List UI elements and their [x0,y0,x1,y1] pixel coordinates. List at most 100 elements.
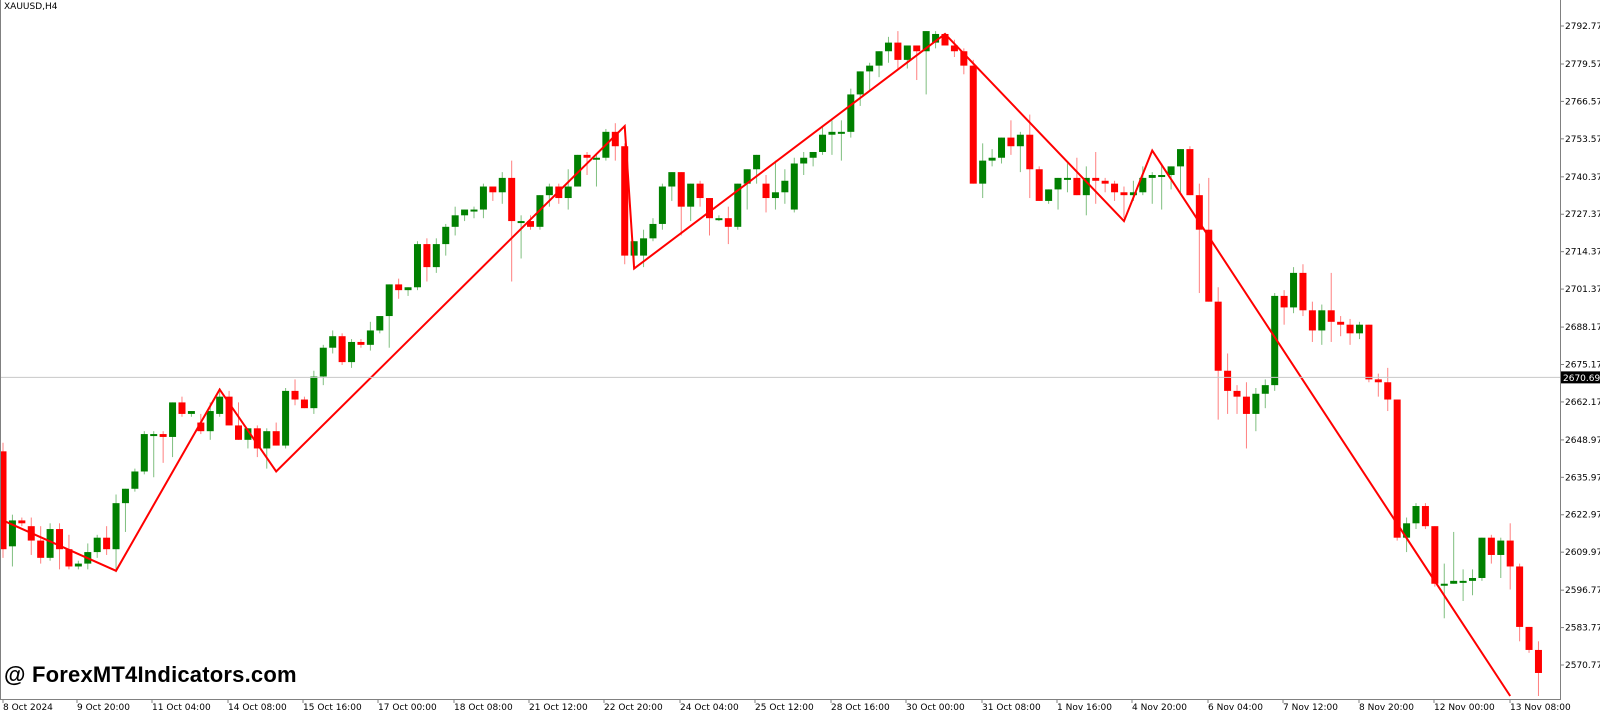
candle [828,120,836,155]
price-tick-label: 2622.970 [1565,511,1600,521]
price-tick-label: 2714.370 [1565,248,1600,258]
price-tick-label: 2766.570 [1565,97,1600,107]
candle [847,88,855,138]
candle [357,339,365,348]
price-tick-label: 2675.170 [1565,360,1600,370]
candle [517,215,525,259]
time-tick-label: 17 Oct 00:00 [378,703,437,713]
time-tick-label: 14 Oct 08:00 [228,703,287,713]
candle [291,379,299,406]
candle [1186,146,1194,196]
candle [150,431,158,478]
time-tick-label: 31 Oct 08:00 [982,703,1041,713]
candle [658,183,666,230]
price-tick-label: 2648.970 [1565,436,1600,446]
candle [884,36,892,63]
candle [1393,399,1401,541]
candle [1403,517,1411,553]
candle [1318,304,1326,345]
candle [1148,172,1156,204]
candle [0,442,7,558]
time-tick-label: 12 Nov 00:00 [1434,703,1495,713]
watermark: @ ForexMT4Indicators.com [4,662,297,687]
price-tick-label: 2740.370 [1565,173,1600,183]
candle [282,388,290,449]
candle [235,402,242,440]
candle [611,123,619,161]
candle [1242,382,1250,449]
time-tick-label: 18 Oct 08:00 [454,703,513,713]
price-tick-label: 2688.170 [1565,323,1600,333]
candle [781,169,789,204]
candle [216,388,224,417]
candle [140,431,148,475]
candle [1308,301,1316,342]
time-tick-label: 13 Nov 08:00 [1510,703,1571,713]
candle [65,534,73,570]
candle [715,215,723,222]
candle [1120,186,1128,219]
time-tick-label: 24 Oct 04:00 [680,703,739,713]
candle [1214,287,1222,420]
candle [819,126,827,155]
candle [470,206,478,219]
candle [1431,526,1439,587]
time-tick-label: 9 Oct 20:00 [77,703,130,713]
candle [1327,272,1335,342]
candle [771,160,779,210]
price-tick-label: 2753.570 [1565,135,1600,145]
candle [103,526,111,555]
candle [319,344,327,386]
candle [1054,177,1062,210]
candle [592,154,600,187]
price-axis[interactable]: 2792.770 2779.570 2766.570 2753.570 2740.370… [1560,22,1600,671]
candle [187,411,195,417]
candle [310,370,318,414]
candle [1101,177,1109,193]
candle [1534,641,1542,697]
candle [866,62,874,92]
candle [837,120,845,161]
candle [903,45,911,69]
candle [37,526,45,564]
candle [1073,157,1081,196]
candle [1506,523,1514,590]
candle [348,339,356,368]
candle [687,183,695,222]
candle [253,425,261,458]
time-tick-label: 7 Nov 12:00 [1283,703,1338,713]
candle [762,175,770,213]
candle [121,488,129,532]
candle [1525,626,1533,653]
time-tick-label: 11 Oct 04:00 [152,703,211,713]
candle [913,45,921,81]
time-tick-label: 8 Nov 20:00 [1359,703,1414,713]
candle [461,209,469,222]
candle [979,143,987,199]
time-axis[interactable]: 8 Oct 2024 9 Oct 20:00 11 Oct 04:00 14 Oct … [2,699,1571,713]
zigzag-indicator [2,32,1512,697]
candle [1063,163,1071,193]
price-tick-label: 2727.370 [1565,210,1600,220]
candle [545,183,553,207]
candle [1016,131,1024,173]
candle [564,169,572,210]
candle [206,402,214,440]
candle [1045,189,1053,204]
candle [74,560,82,570]
candle [1384,367,1392,412]
candle [1261,379,1269,409]
candle [1092,151,1100,204]
candle [1440,563,1448,619]
candle [1195,183,1203,294]
candle [1233,385,1241,414]
candle [489,186,497,201]
candle [1139,166,1147,196]
candle [498,172,506,204]
candle [479,183,487,219]
time-tick-label: 1 Nov 16:00 [1057,703,1112,713]
candle [1355,321,1363,340]
candle [338,333,346,365]
